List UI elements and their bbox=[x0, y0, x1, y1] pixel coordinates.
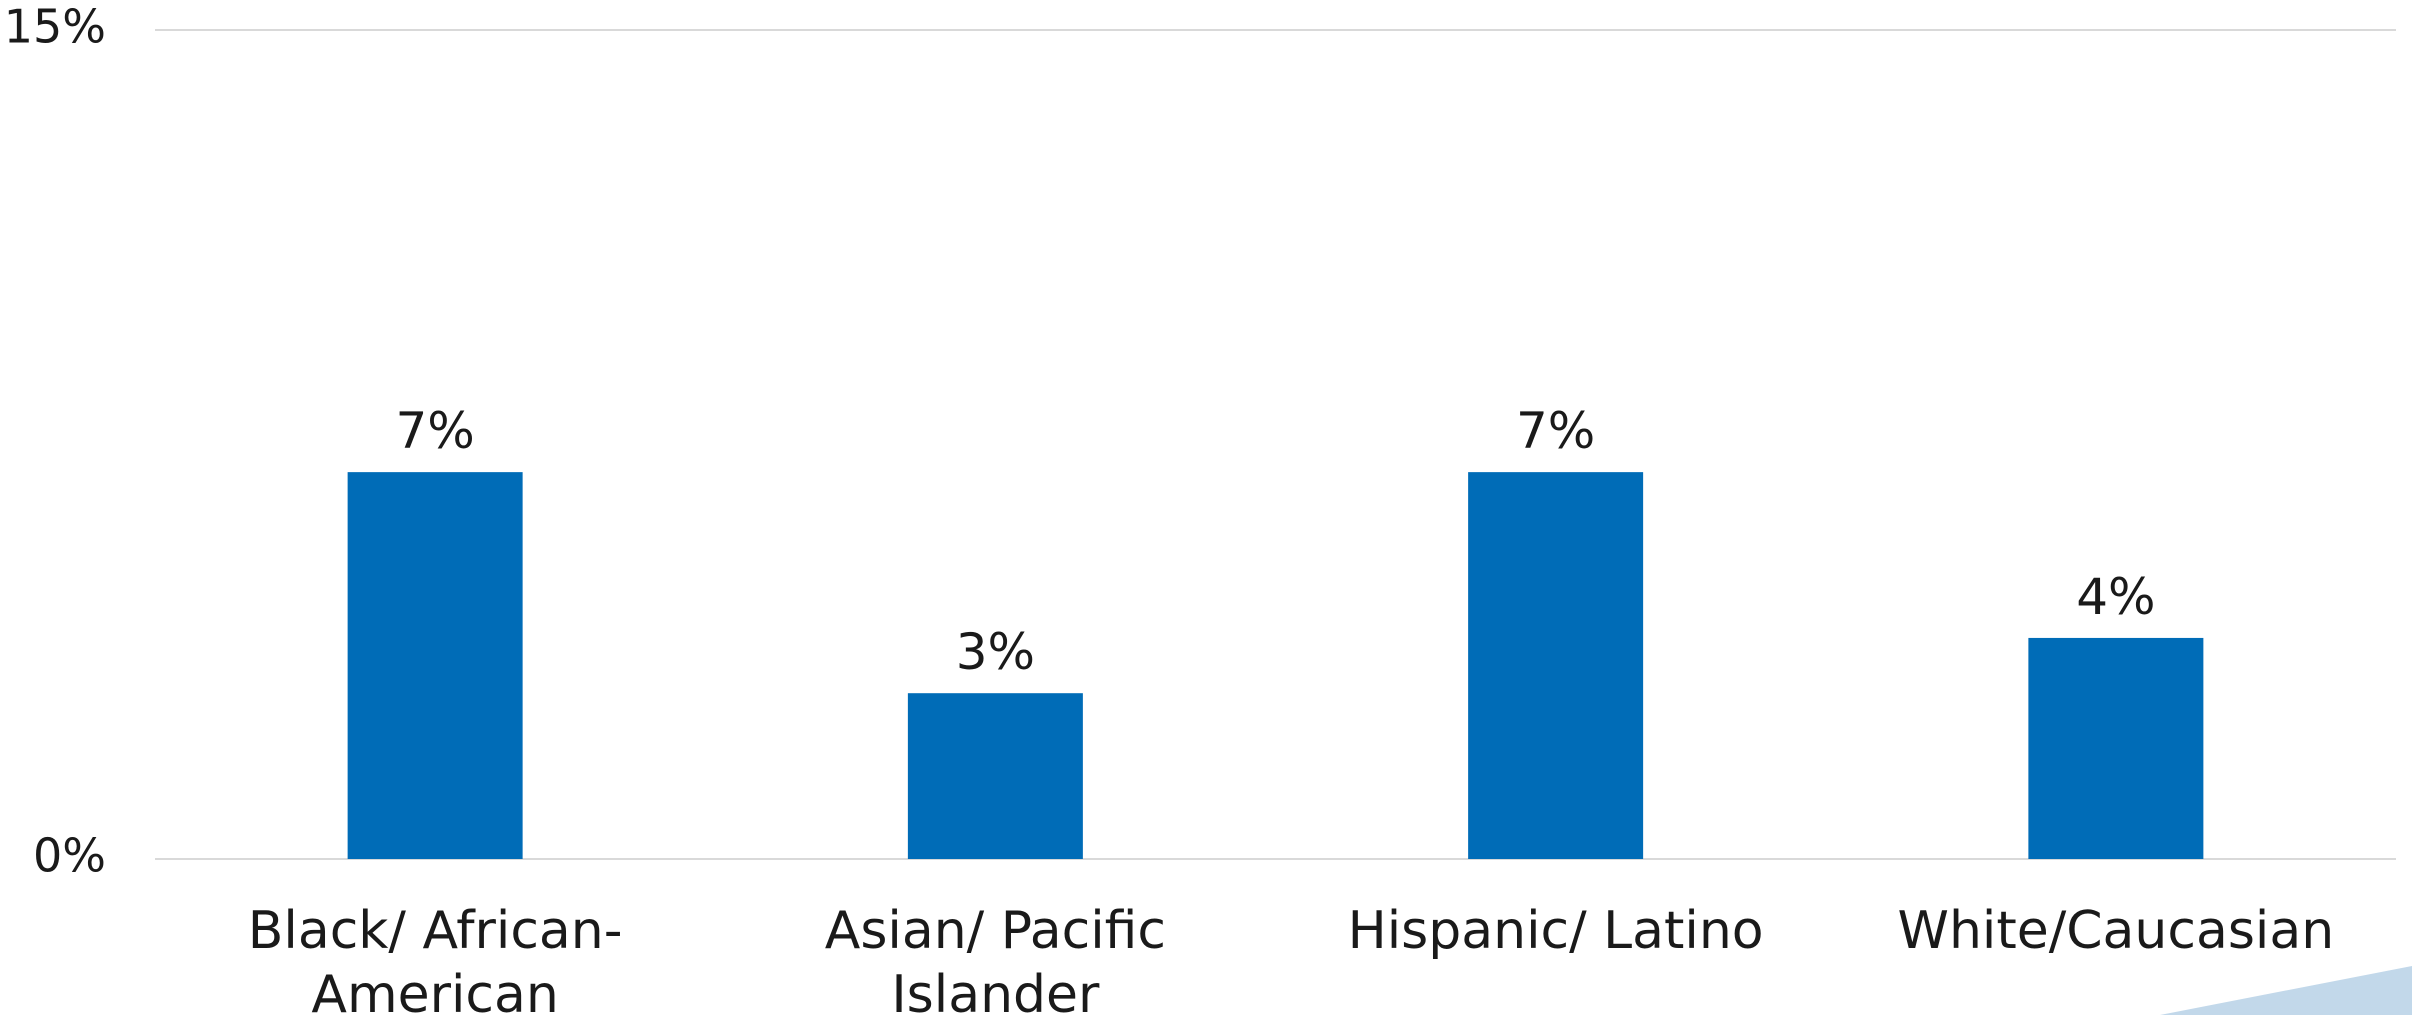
y-tick-label: 15% bbox=[4, 0, 106, 54]
data-label: 4% bbox=[2076, 568, 2155, 626]
data-label: 3% bbox=[956, 623, 1035, 681]
y-tick-label: 0% bbox=[33, 829, 106, 883]
bar bbox=[2028, 637, 2204, 859]
data-labels: 7% 3% 7% 4% bbox=[395, 402, 2155, 681]
bar bbox=[1468, 472, 1644, 859]
x-tick-label-line: Asian/ Pacific bbox=[825, 901, 1166, 961]
x-tick-label-line: Hispanic/ Latino bbox=[1348, 901, 1764, 961]
category-labels: Black/ African-American Asian/ Pacific Isl… bbox=[248, 901, 2334, 1015]
x-tick-label-line: Islander bbox=[891, 965, 1100, 1015]
decorative-corner-shape bbox=[2160, 966, 2412, 1015]
bar bbox=[347, 472, 523, 859]
x-tick-label-line: Black/ African- bbox=[248, 901, 623, 961]
gridlines bbox=[155, 29, 2396, 860]
data-label: 7% bbox=[395, 402, 474, 460]
x-tick-label: Asian/ Pacific Islander bbox=[825, 901, 1166, 1015]
data-label: 7% bbox=[1516, 402, 1595, 460]
x-tick-label: White/Caucasian bbox=[1898, 901, 2335, 961]
bar bbox=[907, 693, 1083, 859]
x-tick-label-line: American bbox=[311, 965, 558, 1015]
x-tick-label: Black/ African-American bbox=[248, 901, 623, 1015]
x-tick-label: Hispanic/ Latino bbox=[1348, 901, 1764, 961]
x-tick-label-line: White/Caucasian bbox=[1898, 901, 2335, 961]
bars bbox=[347, 472, 2204, 859]
y-axis-tick-labels: 0% 15% bbox=[4, 0, 106, 883]
